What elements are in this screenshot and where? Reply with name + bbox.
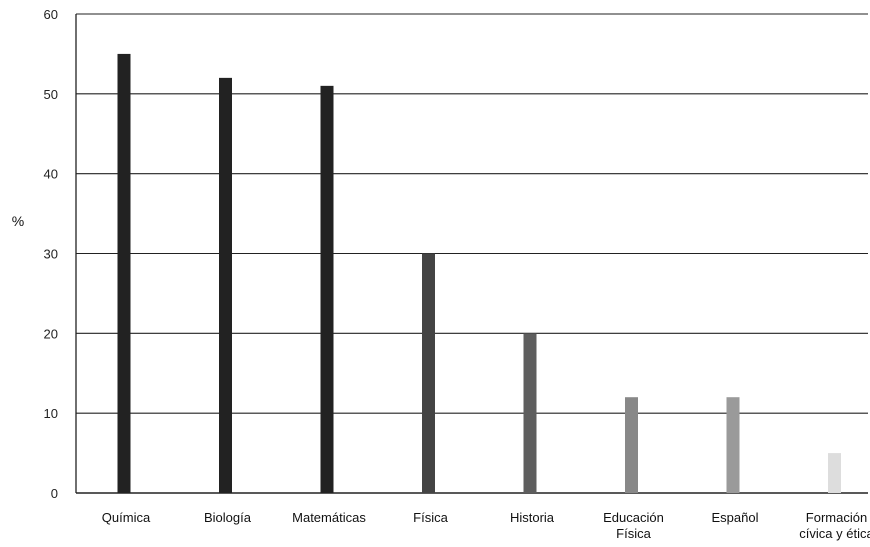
x-category-label: Español bbox=[712, 510, 759, 525]
bar bbox=[828, 453, 841, 493]
x-category-label: Biología bbox=[204, 510, 252, 525]
bar bbox=[422, 253, 435, 493]
x-category-label: Física bbox=[413, 510, 448, 525]
y-axis-label: % bbox=[12, 213, 24, 229]
y-tick-label: 40 bbox=[44, 167, 58, 182]
x-category-label: Educación Física bbox=[603, 510, 664, 541]
bars bbox=[117, 53, 841, 494]
x-category-label: Formación cívica y ética bbox=[799, 510, 870, 541]
bar bbox=[625, 397, 638, 493]
x-category-label: Matemáticas bbox=[292, 510, 366, 525]
x-category-label: Química bbox=[102, 510, 151, 525]
y-tick-label: 30 bbox=[44, 247, 58, 262]
x-category-label: Historia bbox=[510, 510, 555, 525]
bar bbox=[726, 397, 740, 493]
y-tick-label: 0 bbox=[51, 486, 58, 501]
x-axis-labels: Química Biología Matemáticas Física Historia… bbox=[102, 510, 870, 541]
bar bbox=[523, 333, 537, 493]
bar bbox=[219, 77, 232, 493]
y-tick-label: 60 bbox=[44, 7, 58, 22]
y-tick-label: 10 bbox=[44, 406, 58, 421]
bar bbox=[320, 85, 334, 493]
gridlines: 0 10 20 30 40 50 60 bbox=[44, 7, 868, 501]
y-tick-label: 50 bbox=[44, 87, 58, 102]
y-tick-label: 20 bbox=[44, 326, 58, 341]
bar bbox=[117, 53, 131, 494]
